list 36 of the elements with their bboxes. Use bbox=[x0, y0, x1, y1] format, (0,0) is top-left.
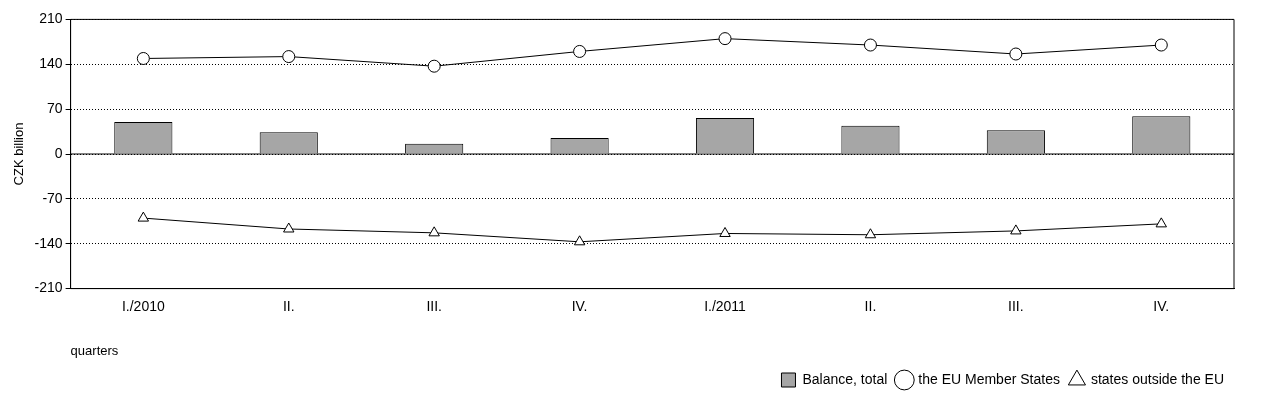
y-tick-label: 140 bbox=[39, 55, 63, 72]
x-tick-label: III. bbox=[1008, 297, 1024, 314]
point bbox=[1010, 224, 1022, 235]
y-tick-label: -70 bbox=[42, 189, 63, 206]
y-tick-label: -210 bbox=[34, 279, 63, 296]
point bbox=[718, 32, 732, 46]
x-tick-label: I./2010 bbox=[121, 297, 165, 314]
point bbox=[282, 50, 296, 64]
x-tick-label: IV. bbox=[1153, 297, 1170, 314]
y-tick-label: 0 bbox=[54, 144, 63, 161]
legend-label: the EU Member States bbox=[918, 370, 1060, 387]
point bbox=[864, 228, 877, 239]
x-tick-label: IV. bbox=[571, 297, 588, 314]
y-tick-label: -140 bbox=[34, 234, 63, 251]
point bbox=[863, 38, 877, 52]
point bbox=[427, 59, 441, 73]
x-tick-label: II. bbox=[864, 297, 877, 314]
x-axis-title: quarters bbox=[70, 342, 119, 358]
legend-label: states outside the EU bbox=[1090, 370, 1224, 387]
point bbox=[428, 226, 440, 237]
y-tick-label: 210 bbox=[39, 10, 63, 27]
point bbox=[283, 222, 295, 233]
x-tick-label: I./2011 bbox=[704, 297, 747, 314]
point bbox=[719, 226, 731, 237]
point bbox=[1155, 217, 1167, 228]
point bbox=[136, 52, 150, 65]
point bbox=[1154, 38, 1168, 52]
point bbox=[573, 235, 586, 246]
point bbox=[573, 44, 587, 58]
point bbox=[1009, 47, 1023, 61]
y-axis-title: CZK billion bbox=[11, 122, 27, 186]
point bbox=[137, 211, 150, 222]
x-tick-label: III. bbox=[426, 297, 442, 314]
x-tick-label: II. bbox=[282, 297, 295, 314]
legend-label: Balance, total bbox=[802, 370, 888, 387]
y-tick-label: 70 bbox=[47, 99, 63, 116]
